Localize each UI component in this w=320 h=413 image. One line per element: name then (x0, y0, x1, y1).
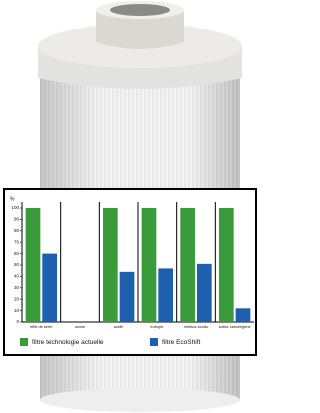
y-axis-label: % (10, 196, 15, 202)
bar (219, 208, 234, 322)
legend-swatch (150, 338, 158, 346)
legend-swatch (20, 338, 28, 346)
y-tick-label: 60 (14, 251, 20, 256)
bar (236, 308, 251, 322)
y-tick-label: 10 (14, 308, 20, 313)
bar (120, 272, 135, 322)
y-tick-label: 80 (14, 228, 20, 233)
x-tick-label: eutroph. (150, 325, 164, 329)
bar (26, 208, 41, 322)
x-tick-label: acidif. (114, 325, 124, 329)
x-tick-label: subst. cancérigène (219, 325, 251, 329)
legend-label: filtre EcoShift (162, 339, 200, 346)
y-tick-label: 30 (14, 285, 20, 290)
x-tick-label: effet de serre (30, 325, 52, 329)
bar (158, 268, 173, 322)
bar (42, 254, 57, 322)
bar (197, 264, 212, 322)
y-tick-label: 50 (14, 262, 20, 267)
y-tick-label: 40 (14, 274, 20, 279)
y-tick-label: 100 (11, 205, 19, 210)
y-tick-label: 20 (14, 296, 20, 301)
y-tick-label: 90 (14, 217, 20, 222)
bar (103, 208, 118, 322)
bar (180, 208, 195, 322)
bar (142, 208, 157, 322)
x-tick-label: ozone (75, 325, 85, 329)
y-tick-label: 70 (14, 239, 20, 244)
legend-label: filtre technologie actuelle (32, 339, 104, 346)
x-tick-label: métaux lourds (184, 325, 208, 329)
